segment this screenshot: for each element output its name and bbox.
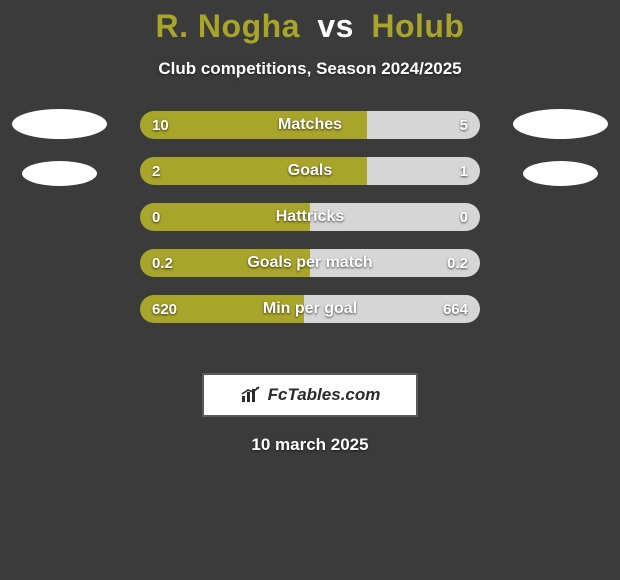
player1-avatar-shadow — [22, 161, 97, 186]
stat-bar-left — [140, 157, 367, 185]
date-text: 10 march 2025 — [0, 435, 620, 455]
stat-bar-right — [367, 111, 480, 139]
stat-bar-right — [367, 157, 480, 185]
player1-name: R. Nogha — [156, 8, 300, 44]
stat-bar-left — [140, 203, 310, 231]
title-vs: vs — [317, 8, 354, 44]
stat-row: 00Hattricks — [140, 203, 480, 231]
player2-avatar-shadow — [523, 161, 598, 186]
player2-avatar — [513, 109, 608, 139]
player2-name: Holub — [371, 8, 464, 44]
stat-row: 0.20.2Goals per match — [140, 249, 480, 277]
stat-bar-right — [304, 295, 480, 323]
stat-bar-left — [140, 111, 367, 139]
stat-bar-left — [140, 295, 304, 323]
brand-box: FcTables.com — [202, 373, 418, 417]
stat-row: 620664Min per goal — [140, 295, 480, 323]
brand-chart-icon — [240, 386, 262, 404]
player1-avatar — [12, 109, 107, 139]
brand-text: FcTables.com — [268, 385, 381, 405]
stat-row: 21Goals — [140, 157, 480, 185]
stat-bar-left — [140, 249, 310, 277]
stat-bar-right — [310, 203, 480, 231]
comparison-title: R. Nogha vs Holub — [0, 0, 620, 45]
comparison-chart: 105Matches 21Goals 00Hattricks 0.20.2Goals … — [0, 111, 620, 361]
stat-row: 105Matches — [140, 111, 480, 139]
stat-bar-right — [310, 249, 480, 277]
bars-container: 105Matches 21Goals 00Hattricks 0.20.2Goals … — [140, 111, 480, 341]
subtitle: Club competitions, Season 2024/2025 — [0, 59, 620, 79]
